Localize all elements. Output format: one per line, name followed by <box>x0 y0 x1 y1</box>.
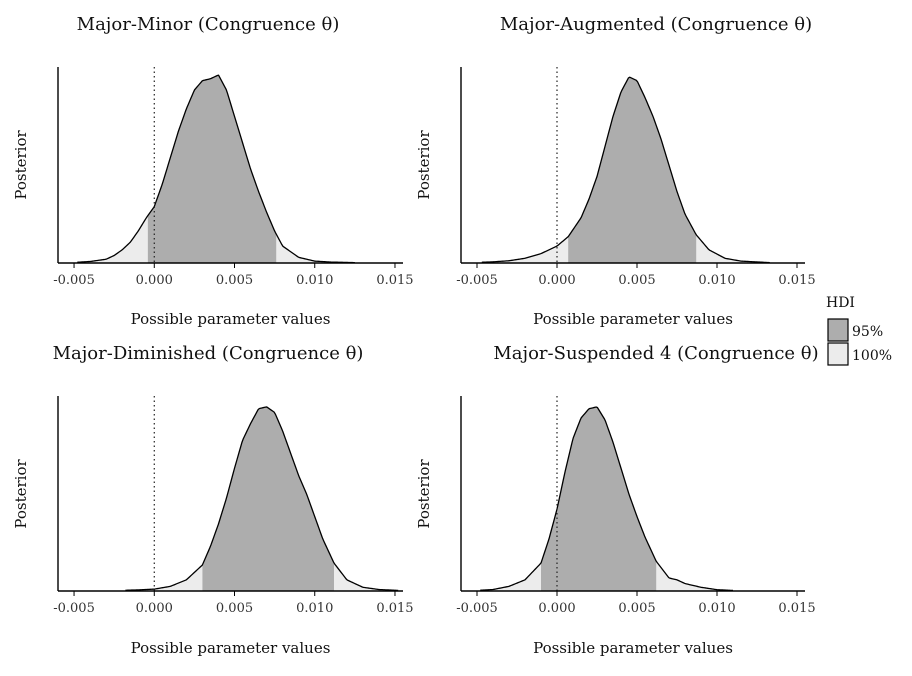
chart-panel: -0.005 0.000 0.005 0.010 0.015 Major-Suspende… <box>415 343 819 657</box>
chart-panel: -0.005 0.000 0.005 0.010 0.015 Major-Augmente… <box>415 14 816 328</box>
density-curve <box>125 406 399 592</box>
y-axis-label: Posterior <box>415 459 433 529</box>
x-tick-label: 0.015 <box>376 273 413 288</box>
density-curve <box>480 406 734 592</box>
x-tick-label: 0.015 <box>376 601 413 616</box>
x-axis-label: Possible parameter values <box>131 639 331 657</box>
x-tick-label: 0.010 <box>296 601 333 616</box>
hdi95-area <box>541 407 657 591</box>
x-tick-label: 0.005 <box>216 601 253 616</box>
density-curve <box>481 76 770 264</box>
x-tick-label: 0.005 <box>618 273 655 288</box>
hdi95-area <box>568 77 697 263</box>
chart-panel: -0.005 0.000 0.005 0.010 0.015 Major-Minor (C… <box>12 14 414 328</box>
x-tick-label: -0.005 <box>456 601 498 616</box>
y-axis-label: Posterior <box>12 459 30 529</box>
x-tick-label: 0.005 <box>216 273 253 288</box>
hdi95-area <box>147 75 277 263</box>
x-tick-label: 0.010 <box>698 273 735 288</box>
x-tick-label: -0.005 <box>456 273 498 288</box>
panel-title: Major-Augmented (Congruence θ) <box>500 14 812 35</box>
x-axis-label: Possible parameter values <box>533 639 733 657</box>
y-axis-label: Posterior <box>12 130 30 200</box>
x-tick-label: 0.000 <box>136 601 173 616</box>
x-tick-label: 0.010 <box>296 273 333 288</box>
panel-title: Major-Suspended 4 (Congruence θ) <box>493 343 818 364</box>
x-tick-label: 0.000 <box>538 601 575 616</box>
x-tick-label: 0.010 <box>698 601 735 616</box>
x-tick-label: -0.005 <box>53 273 95 288</box>
x-axis-label: Possible parameter values <box>533 310 733 328</box>
legend-swatch-hdi100 <box>827 342 849 366</box>
x-tick-label: 0.015 <box>778 273 815 288</box>
density-curve <box>77 74 355 264</box>
x-axis-label: Possible parameter values <box>131 310 331 328</box>
legend-label-hdi100: 100% <box>852 348 892 364</box>
legend-swatch-hdi95 <box>827 318 849 342</box>
x-tick-label: 0.005 <box>618 601 655 616</box>
x-tick-label: 0.000 <box>136 273 173 288</box>
legend: HDI 95% 100% <box>826 295 892 366</box>
x-tick-label: 0.015 <box>778 601 815 616</box>
legend-label-hdi95: 95% <box>852 324 883 340</box>
y-axis-label: Posterior <box>415 130 433 200</box>
x-tick-label: -0.005 <box>53 601 95 616</box>
panel-title: Major-Minor (Congruence θ) <box>77 14 340 35</box>
hdi95-area <box>202 406 334 591</box>
chart-panel: -0.005 0.000 0.005 0.010 0.015 Major-Diminish… <box>12 343 414 657</box>
legend-title: HDI <box>826 295 855 311</box>
x-tick-label: 0.000 <box>538 273 575 288</box>
panel-title: Major-Diminished (Congruence θ) <box>53 343 364 364</box>
